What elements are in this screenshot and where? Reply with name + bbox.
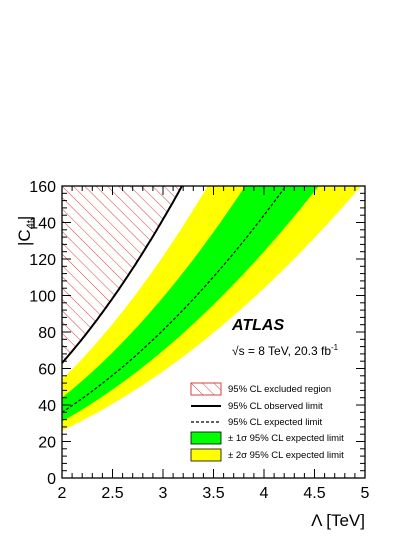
x-tick-label: 3.5 [202, 485, 224, 502]
legend: 95% CL excluded region 95% CL observed l… [190, 382, 344, 462]
x-tick-label: 2 [58, 485, 67, 502]
energy-text: = 8 TeV, 20.3 fb [245, 344, 332, 358]
y-axis-title-bar: | [15, 216, 34, 220]
y-axis-title-sub: 4t [25, 220, 37, 229]
x-tick-label: 3 [159, 485, 168, 502]
legend-key-1sigma [190, 431, 222, 445]
legend-key-2sigma [190, 448, 222, 462]
y-tick-label: 20 [38, 435, 56, 452]
legend-label-expected: 95% CL expected limit [228, 417, 323, 428]
y-tick-label: 40 [38, 398, 56, 415]
y-tick-label: 120 [29, 252, 56, 269]
x-axis-title: Λ [TeV] [311, 511, 365, 530]
y-axis-title-main: |C [15, 229, 34, 246]
energy-label: √s = 8 TeV, 20.3 fb-1 [232, 343, 339, 358]
expected-limit-line [62, 187, 285, 413]
x-tick-label: 4 [260, 485, 269, 502]
y-tick-label: 160 [29, 179, 56, 196]
legend-label-observed: 95% CL observed limit [228, 401, 323, 412]
band-1sigma [62, 186, 319, 422]
y-tick-label: 80 [38, 325, 56, 342]
atlas-label: ATLAS [231, 317, 284, 334]
x-tick-label: 2.5 [101, 485, 123, 502]
y-axis-title: |C4t| [15, 216, 37, 246]
legend-label-1sigma: ± 1σ 95% CL expected limit [228, 433, 344, 444]
legend-label-excluded: 95% CL excluded region [228, 384, 331, 395]
svg-text:|C4t|: |C4t| [15, 216, 37, 246]
excluded-region [62, 186, 182, 363]
y-tick-label: 60 [38, 362, 56, 379]
tick-labels: 2 2.5 3 3.5 4 4.5 5 0 20 40 60 80 100 120 140 160 [29, 179, 369, 502]
x-tick-label: 4.5 [303, 485, 325, 502]
x-tick-label: 5 [361, 485, 370, 502]
legend-key-excluded [190, 382, 222, 396]
y-tick-label: 140 [29, 216, 56, 233]
observed-limit-line [62, 186, 184, 364]
y-tick-label: 100 [29, 289, 56, 306]
energy-sqrt: √s [232, 344, 245, 358]
y-tick-label: 0 [47, 471, 56, 488]
axis-ticks [61, 185, 366, 479]
energy-sup: -1 [331, 343, 339, 352]
legend-label-2sigma: ± 2σ 95% CL expected limit [228, 450, 344, 461]
